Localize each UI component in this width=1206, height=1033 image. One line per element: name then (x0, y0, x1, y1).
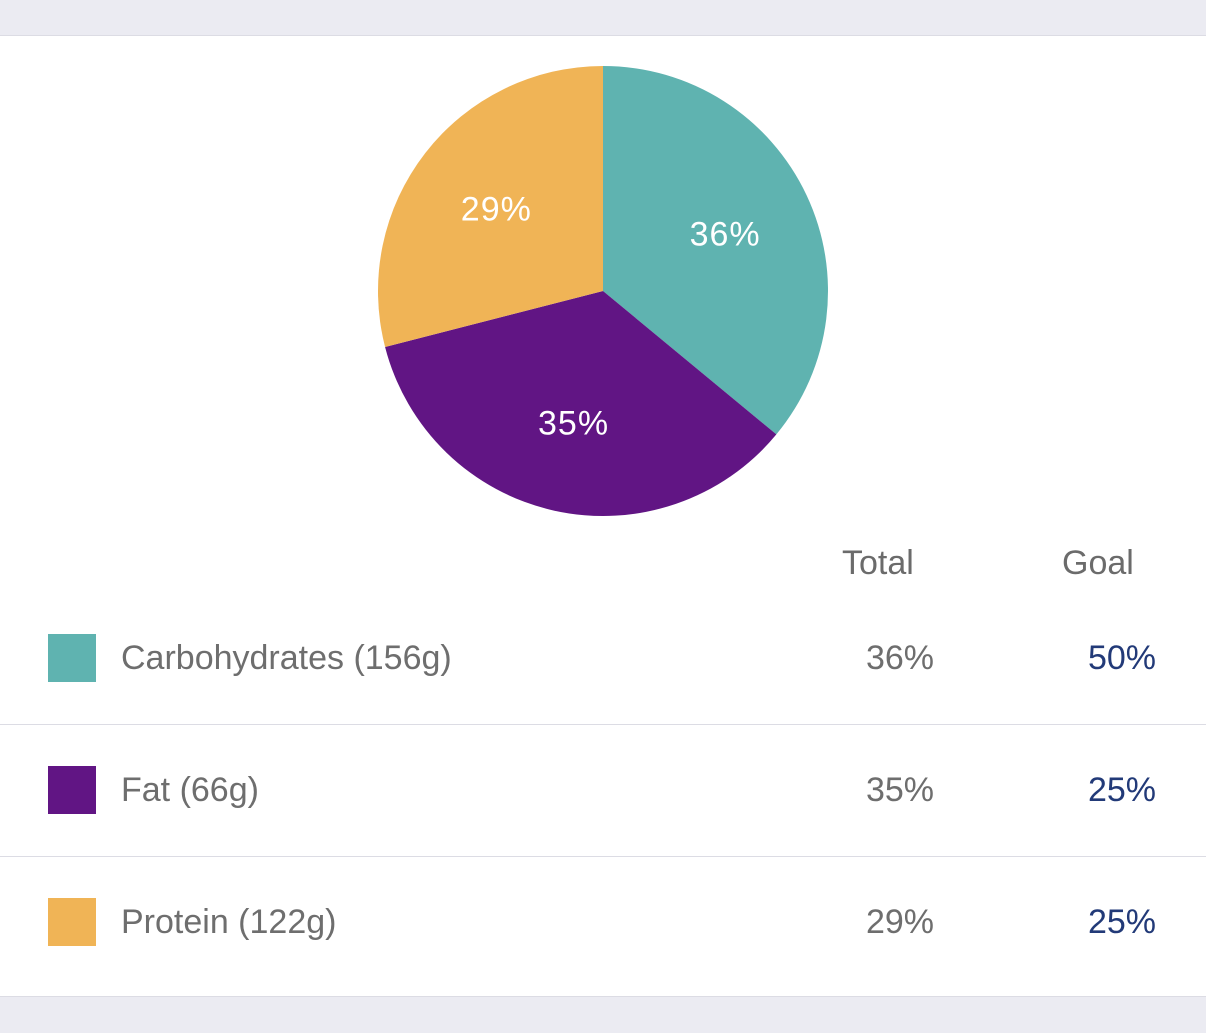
fat-color-swatch (48, 766, 96, 814)
fat-goal[interactable]: 25% (1087, 771, 1156, 809)
pie-slice-protein[interactable] (378, 66, 603, 347)
protein-goal[interactable]: 25% (1087, 903, 1156, 941)
pie-label-fat: 35% (538, 405, 609, 443)
table-row-protein[interactable]: Protein (122g) 29% 25% (0, 856, 1206, 988)
goal-column-header: Goal (1062, 544, 1134, 582)
macros-card: 36% 35% 29% Total Goal Carbohydrates (156g… (0, 36, 1206, 996)
table-row-carbohydrates[interactable]: Carbohydrates (156g) 36% 50% (0, 592, 1206, 725)
carbohydrates-goal[interactable]: 50% (1087, 639, 1156, 677)
table-row-fat[interactable]: Fat (66g) 35% 25% (0, 724, 1206, 857)
pie-label-carbohydrates: 36% (690, 216, 761, 254)
bottom-strip (0, 996, 1206, 1033)
protein-total: 29% (865, 903, 934, 941)
pie-slice-carbohydrates[interactable] (603, 66, 829, 435)
total-column-header: Total (842, 544, 914, 582)
protein-color-swatch (48, 898, 96, 946)
fat-total: 35% (865, 771, 934, 809)
pie-label-protein: 29% (461, 190, 532, 228)
pie-slice-fat[interactable] (385, 291, 777, 517)
protein-label: Protein (122g) (121, 903, 337, 941)
carbohydrates-label: Carbohydrates (156g) (121, 639, 452, 677)
carbohydrates-color-swatch (48, 634, 96, 682)
carbohydrates-total: 36% (865, 639, 934, 677)
fat-label: Fat (66g) (121, 771, 259, 809)
top-strip (0, 0, 1206, 36)
macros-pie-chart: 36% 35% 29% (378, 66, 829, 517)
